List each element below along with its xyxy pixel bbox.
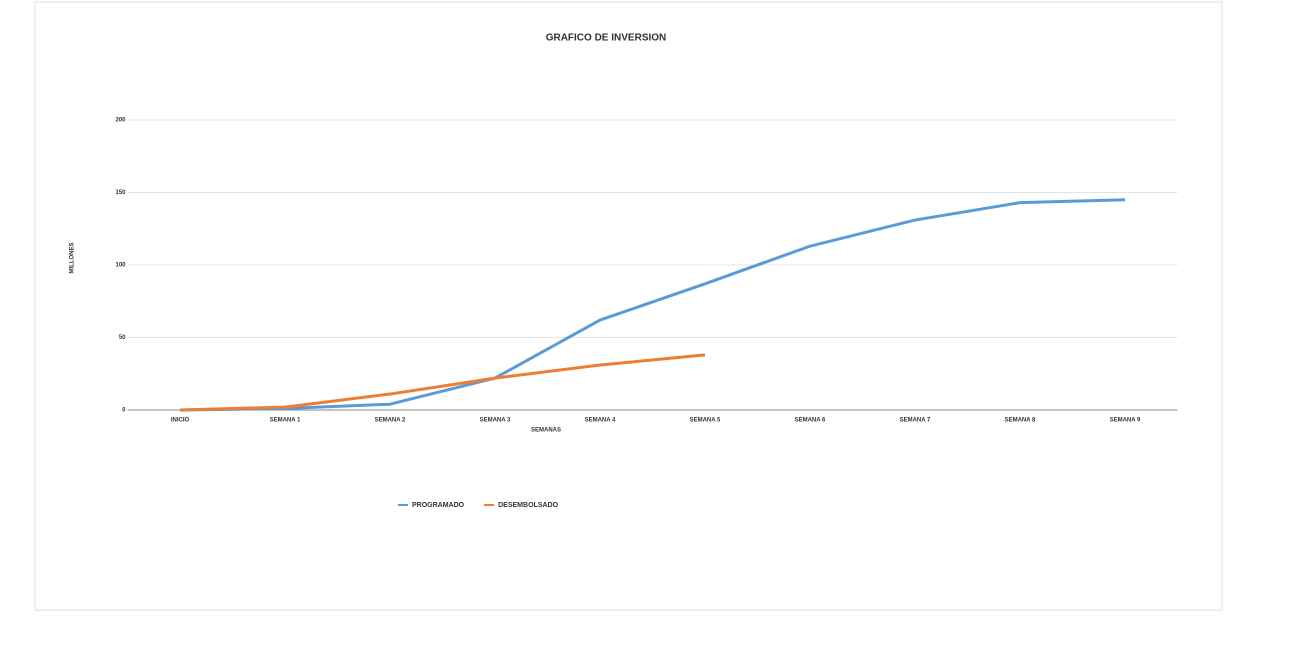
y-tick-label: 0	[122, 408, 126, 414]
legend-label: PROGRAMADO	[412, 502, 465, 509]
y-tick-label: 200	[115, 118, 126, 124]
x-tick-label: SEMANA 1	[270, 418, 301, 424]
x-tick-label: SEMANA 9	[1110, 418, 1141, 424]
x-tick-label: SEMANA 5	[690, 418, 721, 424]
legend-label: DESEMBOLSADO	[498, 502, 558, 509]
x-axis-label: SEMANAS	[531, 428, 561, 434]
y-axis-label: MILLONES	[70, 243, 76, 274]
x-tick-label: SEMANA 4	[585, 418, 616, 424]
y-tick-label: 150	[115, 190, 126, 196]
x-tick-label: SEMANA 2	[375, 418, 406, 424]
y-tick-label: 100	[115, 263, 126, 269]
x-tick-label: SEMANA 7	[900, 418, 931, 424]
series-line	[179, 198, 1126, 412]
y-tick-label: 50	[119, 335, 126, 341]
series-line	[179, 353, 706, 412]
x-tick-label: SEMANA 6	[795, 418, 826, 424]
x-tick-label: INICIO	[171, 418, 190, 424]
x-tick-label: SEMANA 3	[480, 418, 511, 424]
chart-title: GRAFICO DE INVERSION	[546, 33, 667, 44]
chart-frame	[34, 1, 1223, 611]
x-tick-label: SEMANA 8	[1005, 418, 1036, 424]
